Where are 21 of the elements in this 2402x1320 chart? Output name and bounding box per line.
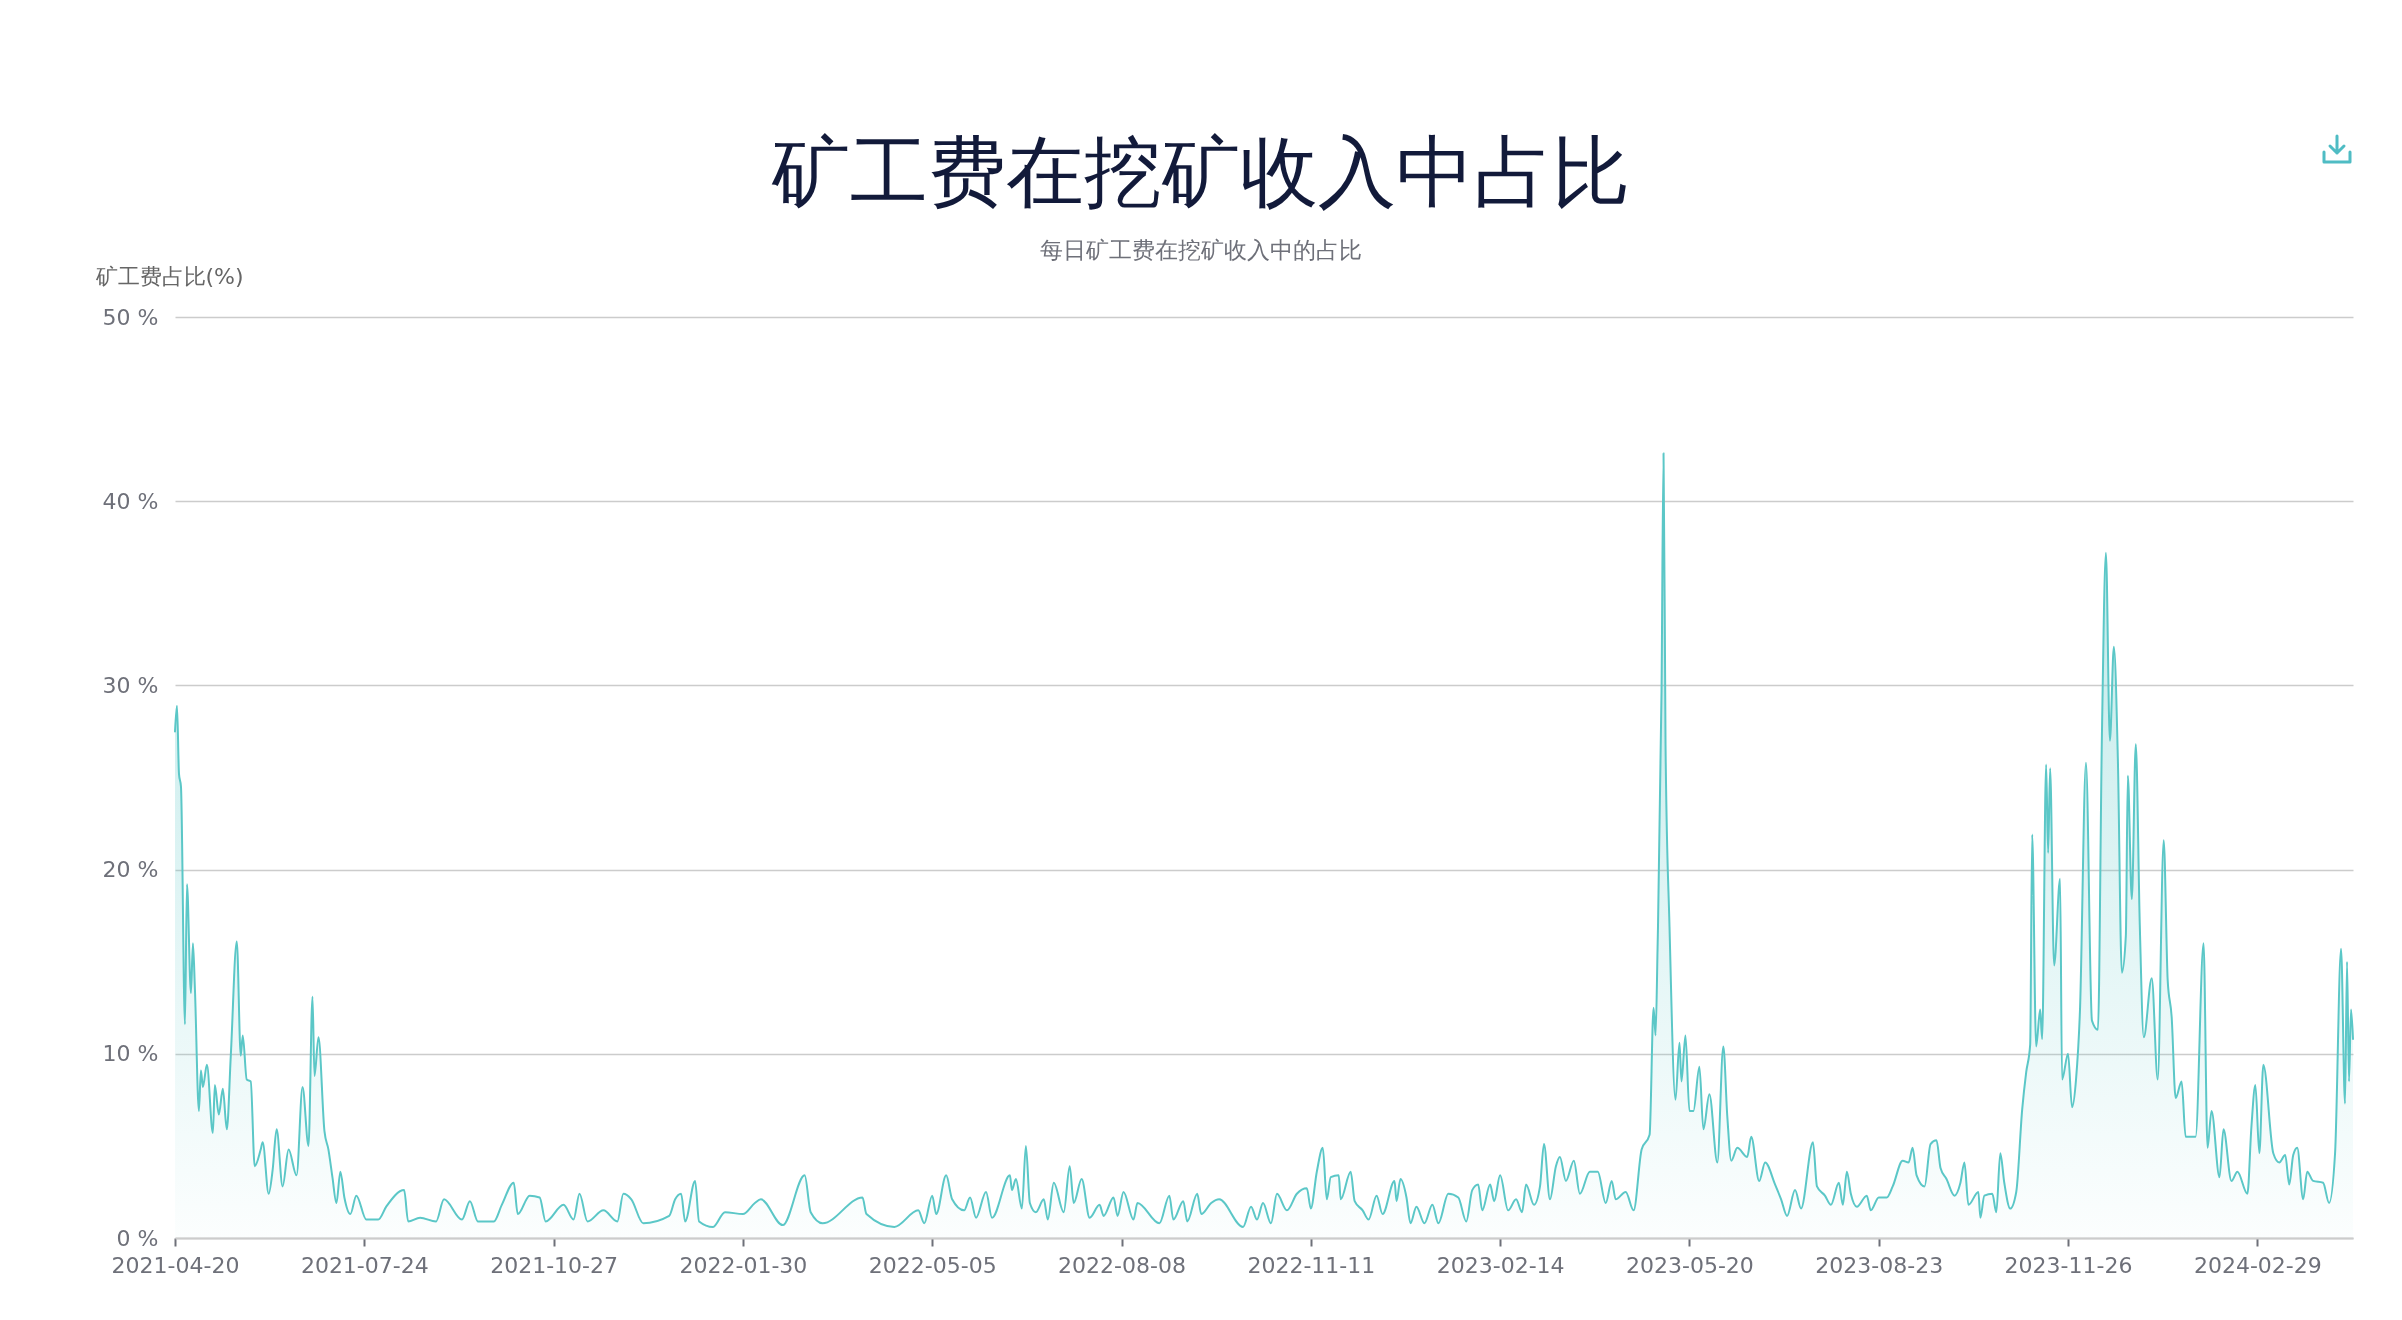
x-tick-label: 2022-08-08	[1058, 1252, 1186, 1278]
x-tick-label: 2022-05-05	[868, 1252, 997, 1278]
x-tick-label: 2021-10-27	[490, 1252, 619, 1278]
y-tick-label: 20 %	[102, 857, 159, 883]
y-tick-label: 30 %	[102, 672, 159, 698]
y-tick-label: 40 %	[102, 488, 159, 514]
chart-title: 矿工费在挖矿收入中占比	[771, 127, 1631, 217]
x-tick-label: 2021-04-20	[111, 1252, 240, 1278]
x-tick-label: 2022-11-11	[1247, 1252, 1376, 1278]
x-tick-label: 2021-07-24	[300, 1252, 429, 1278]
x-tick-label: 2022-01-30	[679, 1252, 808, 1278]
x-tick-label: 2023-08-23	[1815, 1252, 1944, 1278]
x-tick-label: 2024-02-29	[2193, 1252, 2322, 1278]
y-tick-label: 0 %	[116, 1225, 159, 1251]
x-tick-label: 2023-02-14	[1436, 1252, 1565, 1278]
y-axis-title: 矿工费占比(%)	[94, 263, 244, 289]
x-tick-label: 2023-11-26	[2004, 1252, 2133, 1278]
x-tick-label: 2023-05-20	[1626, 1252, 1754, 1278]
y-tick-label: 10 %	[102, 1041, 159, 1067]
y-tick-label: 50 %	[102, 304, 159, 330]
chart-subtitle: 每日矿工费在挖矿收入中的占比	[1039, 237, 1363, 263]
